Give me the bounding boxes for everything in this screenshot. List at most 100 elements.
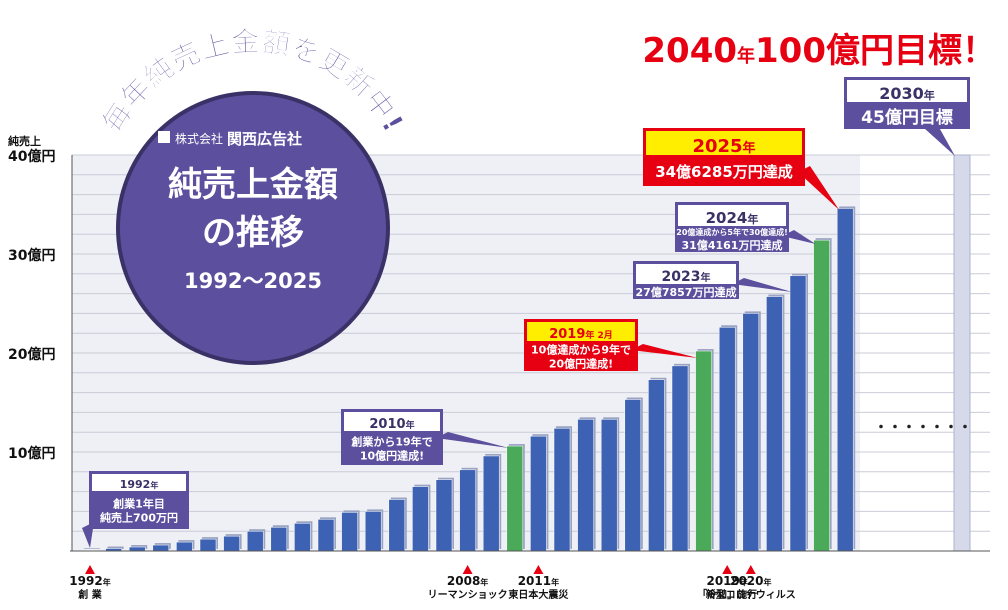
bar-1995 [152,544,170,552]
annotation-header [678,205,786,226]
bar-2006 [412,486,429,552]
bar-2014 [600,419,618,552]
y-axis-label: 純売上 [8,134,41,148]
annotation-pointer [924,122,955,156]
event-year: 2019年 [706,574,747,588]
event-year-number: 2008 [447,574,480,588]
annotation-text: 創業から19年で [350,435,432,449]
bar-2011 [530,435,547,552]
bar-2016 [648,379,665,552]
event-year-number: 2011 [518,574,551,588]
annotation-year-suffix: 年 2月 [585,329,612,341]
event-year: 1992年 [69,574,110,588]
annotation-year-number: 1992 [120,478,151,491]
headline: 2040年100億円目標！ [642,31,996,71]
badge-title-1: 純売上金額 [168,165,338,205]
event-year-number: 2019 [706,574,739,588]
annotation-text: 27億7857万円達成 [636,285,737,299]
bar-2015 [624,399,642,552]
bar-2013 [577,419,594,552]
event-marker-icon [745,565,756,574]
bar-2022 [789,275,807,552]
bar-shadow [107,546,124,549]
annotation-header [646,131,802,155]
y-tick-label: 20億円 [8,346,55,363]
annotation-year-suffix: 年 [700,271,710,284]
annotation-year-number: 2023 [662,269,701,285]
badge-title-2: の推移 [202,213,304,253]
annotation-year: 2025年 [692,136,755,157]
annotation-pointer [798,166,840,210]
annotation-text: 20億達成から5年で30億達成! [676,227,787,237]
annotation-pointer [732,278,792,292]
annotation-year: 2030年 [879,84,935,103]
event-year-suffix: 年 [764,577,772,587]
annotation-text: 20億円達成! [549,357,613,371]
headline-main: 100億円目標！ [755,31,996,71]
annotation-year-suffix: 年 [924,88,935,102]
event-year: 2008年 [447,574,488,588]
annotation-text: 31億4161万円達成 [682,238,783,252]
y-tick-label: 40億円 [8,148,55,165]
annotation-year-number: 2030 [879,84,924,103]
event-year-number: 2020 [730,574,763,588]
event-year-suffix: 年 [551,577,559,587]
company-logo-icon [158,131,170,143]
bar-2005 [388,499,406,552]
event-desc: 創 業 [77,588,102,601]
annotation-header [344,412,440,431]
bar-2012 [553,427,571,552]
company-name: 関西広告社 [227,130,302,148]
bar-2021 [766,296,783,552]
annotation-year: 2024年 [706,209,759,227]
annotation-year-suffix: 年 [747,212,758,226]
event-desc: リーマンショック [428,589,508,601]
annotation-header [527,322,635,341]
annotations: 1992年創業1年目純売上700万円2010年創業から19年で10億円達成!20… [82,77,970,548]
bar-1996 [176,541,193,552]
bar-target-2030 [953,154,971,552]
event-desc: 東日本大震災 [508,588,569,601]
annotation-header [636,264,736,284]
annotation-year-number: 2024 [706,209,748,227]
y-tick-label: 10億円 [8,445,55,462]
badge-period: 1992〜2025 [184,269,322,293]
headline-year: 2040 [642,31,737,71]
annotation-header [92,474,186,491]
annotation-year-suffix: 年 [406,419,415,431]
annotation-text: 純売上700万円 [100,511,178,525]
event-marker-icon [533,565,544,574]
event-year-suffix: 年 [740,577,748,587]
headline-suffix: 年 [737,45,755,67]
bar-2008 [459,469,476,552]
annotation-text: 10億達成から9年で [531,343,631,357]
bar-2001 [294,523,311,552]
bar-2023 [813,239,830,552]
annotation-year: 1992年 [120,478,159,491]
annotation-pointer [436,432,509,448]
bar-1997 [199,538,217,552]
event-year-number: 1992 [69,574,102,588]
bars [81,154,971,552]
annotation-year: 2010年 [369,417,414,432]
bar-2024 [836,208,854,552]
annotation-text: 34億6285万円達成 [655,163,793,181]
bar-2003 [341,512,358,552]
ellipsis: ・・・・・・・ [874,420,972,436]
event-marker-icon [462,565,473,574]
bar-2017 [671,365,689,552]
annotation-a2030: 2030年 45億円目標 [844,77,970,156]
annotation-year-suffix: 年 [743,140,756,156]
event-marker-icon [722,565,733,574]
bar-2004 [364,511,382,552]
bar-2010 [506,445,524,552]
bar-1998 [223,535,240,552]
annotation-year-number: 2010 [369,417,405,432]
event-desc: 「令和」施行 [697,588,757,601]
